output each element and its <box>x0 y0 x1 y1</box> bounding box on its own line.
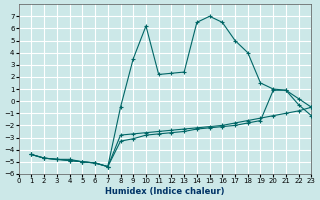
X-axis label: Humidex (Indice chaleur): Humidex (Indice chaleur) <box>105 187 225 196</box>
